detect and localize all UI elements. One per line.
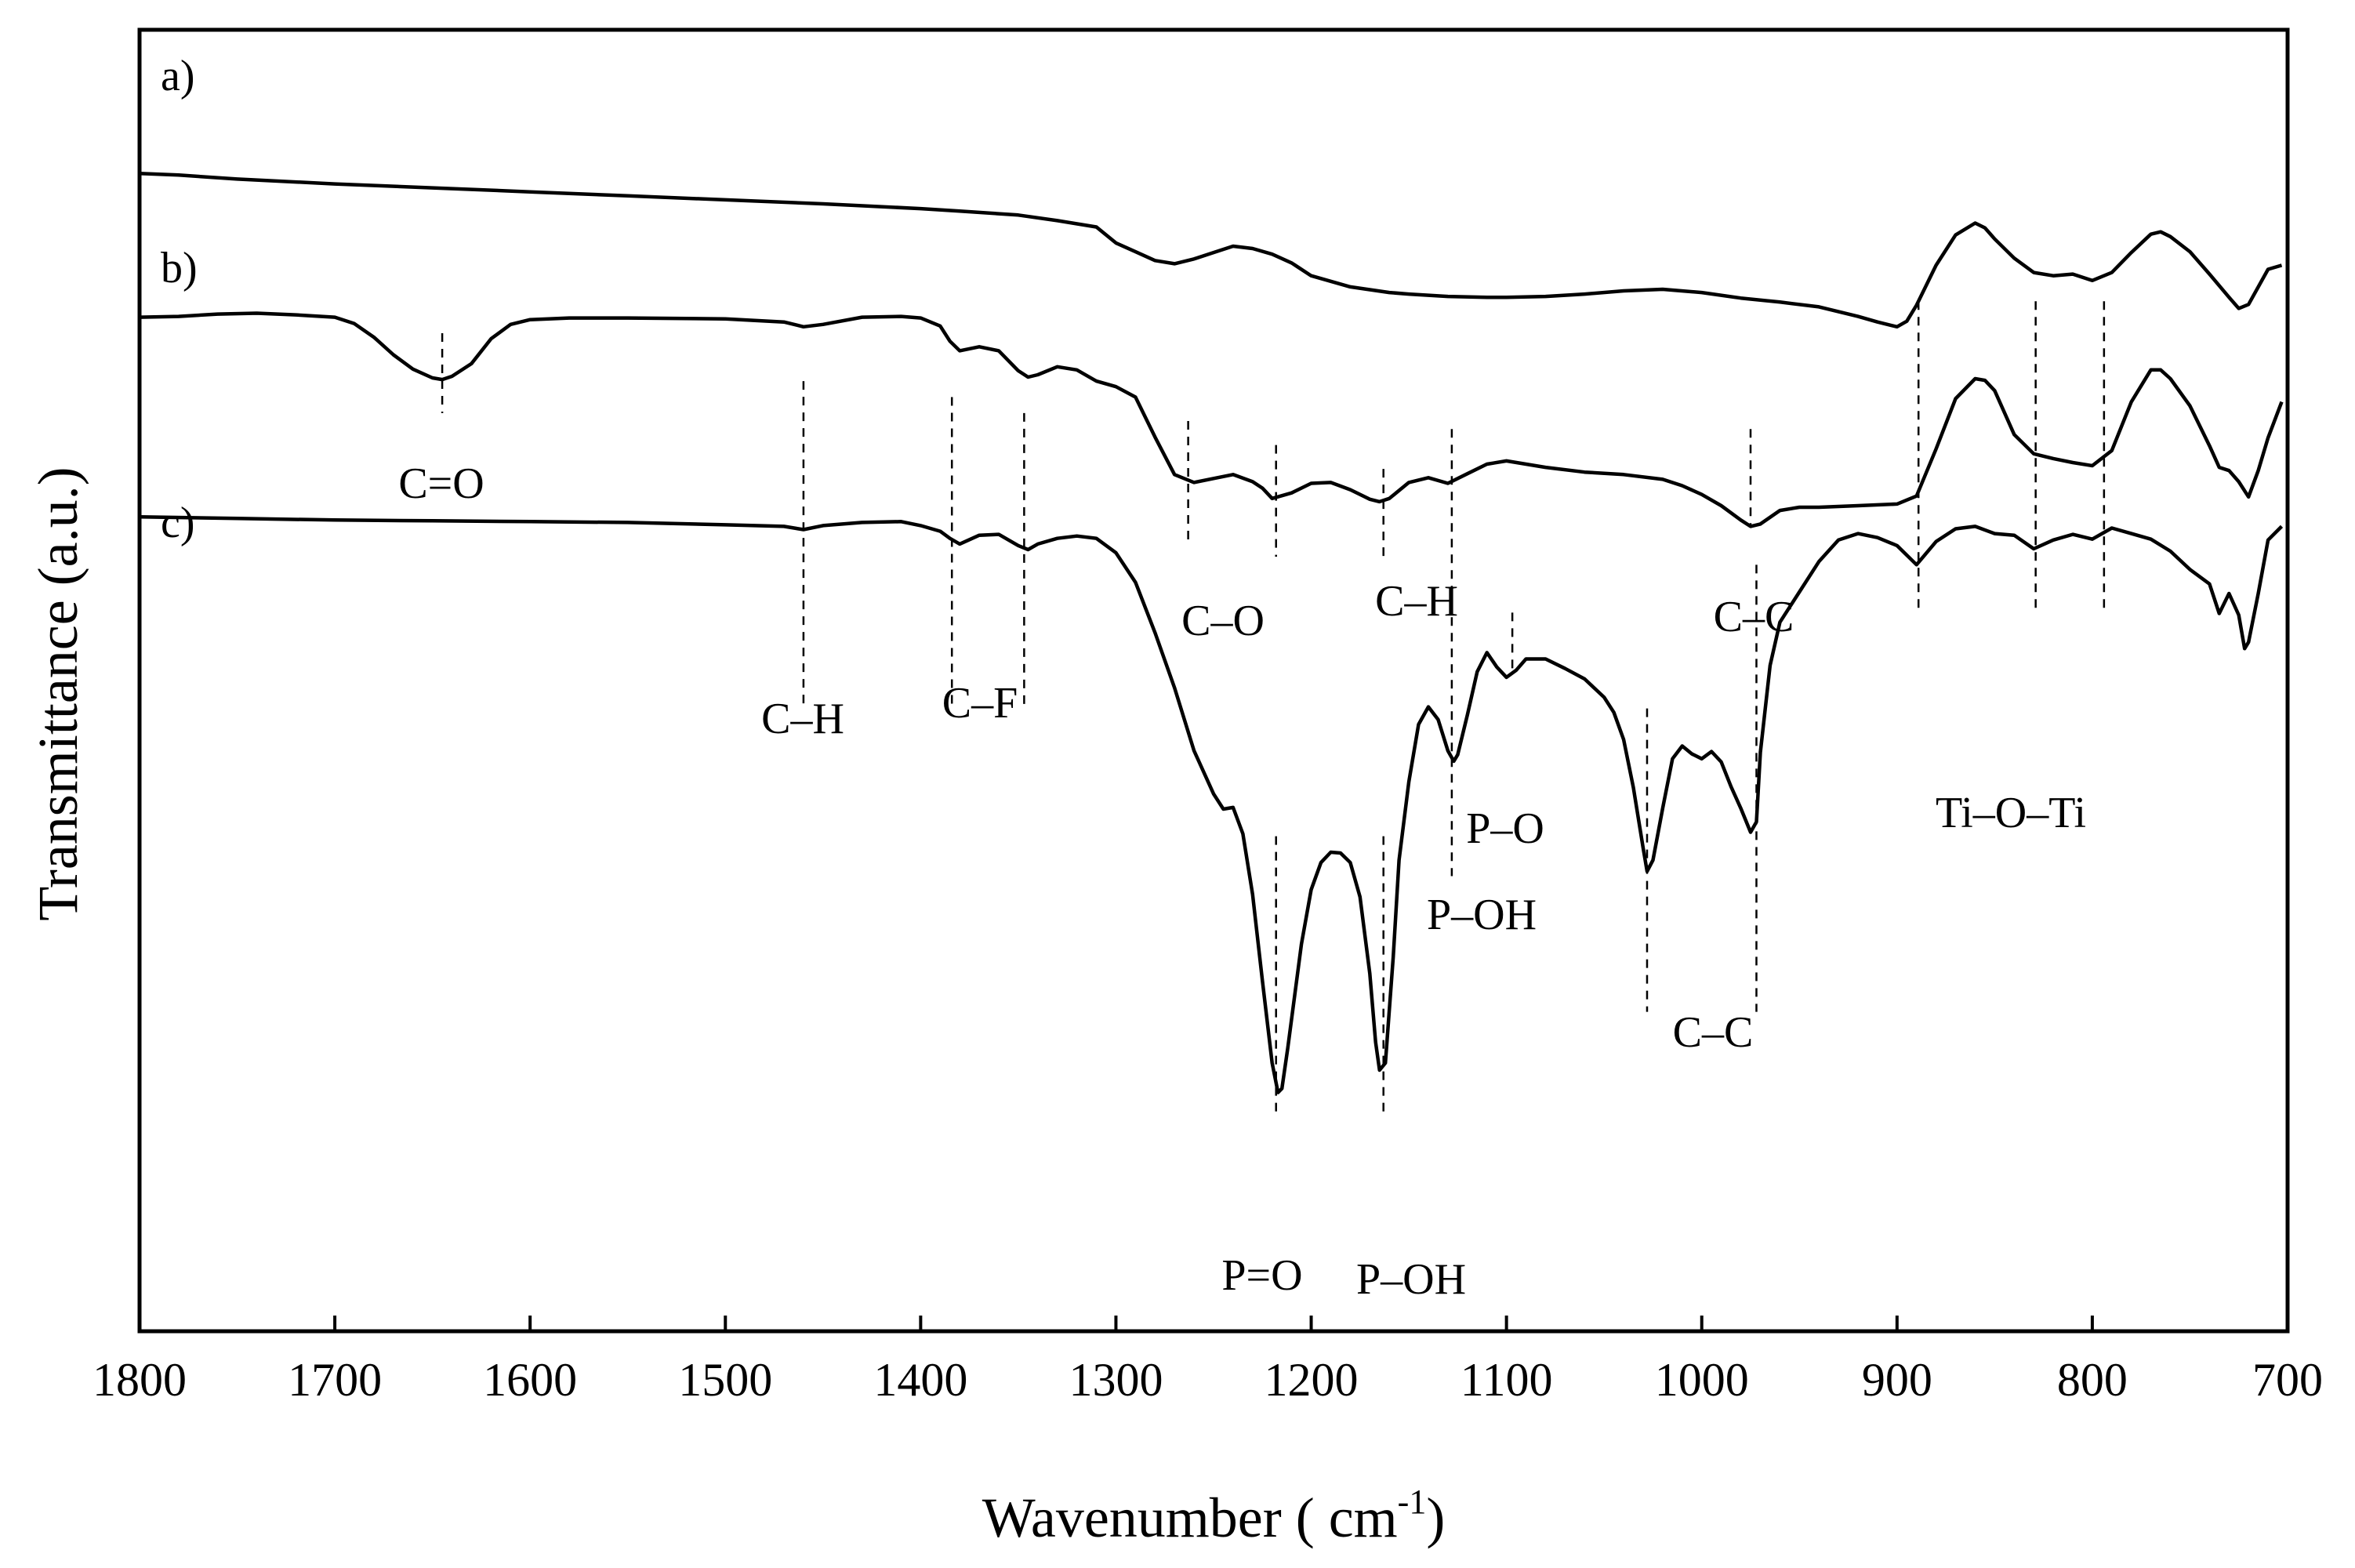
annotation-p-oh-bottom: P–OH	[1356, 1255, 1466, 1304]
x-tick-label-1400: 1400	[873, 1354, 967, 1406]
annotation-c-c-upper: C–C	[1714, 593, 1794, 641]
annotation-p-o: P–O	[1466, 804, 1544, 853]
x-tick-label-1100: 1100	[1461, 1354, 1553, 1406]
series-line-a	[139, 172, 2283, 329]
annotation-c-h-upper: C–H	[1375, 577, 1458, 626]
x-axis-title-main: Wavenumber ( cm	[982, 1486, 1398, 1549]
series-label-a: a)	[161, 52, 195, 100]
series-line-b	[139, 311, 2284, 528]
annotation-p-oh-middle: P–OH	[1427, 891, 1537, 939]
annotation-c-o-double: C=O	[398, 459, 484, 508]
x-axis-title-superscript: -1	[1398, 1483, 1427, 1521]
x-tick-label-900: 900	[1862, 1354, 1932, 1406]
x-tick-label-1000: 1000	[1655, 1354, 1749, 1406]
annotation-c-f: C–F	[942, 679, 1018, 728]
x-tick-label-1600: 1600	[483, 1354, 577, 1406]
x-tick-label-1300: 1300	[1069, 1354, 1163, 1406]
reference-lines	[441, 301, 2106, 1116]
series-label-b: b)	[161, 244, 198, 292]
x-axis-title-close: )	[1426, 1486, 1445, 1549]
x-tick-label-1700: 1700	[288, 1354, 382, 1406]
annotations: C=O C–H C–F C–O C–H C–C P–O P–OH C–C Ti–…	[398, 459, 2086, 1304]
series-line-c	[139, 514, 2284, 1094]
x-tick-label-700: 700	[2252, 1354, 2323, 1406]
spectra	[139, 172, 2284, 1094]
annotation-c-h-lower: C–H	[761, 695, 844, 743]
annotation-c-o-single: C–O	[1181, 597, 1265, 645]
x-tick-label-1500: 1500	[678, 1354, 772, 1406]
x-axis-ticks: 1800 1700 1600 1500 1400 1300 1200 1100 1000 900 8…	[93, 1316, 2323, 1406]
series-label-c: c)	[161, 499, 195, 547]
x-tick-label-800: 800	[2057, 1354, 2128, 1406]
annotation-c-c-lower: C–C	[1673, 1008, 1754, 1057]
x-tick-label-1200: 1200	[1265, 1354, 1359, 1406]
annotation-p-double-o: P=O	[1221, 1251, 1302, 1300]
x-tick-label-1800: 1800	[93, 1354, 187, 1406]
plot-frame	[137, 27, 2290, 1334]
y-axis-title: Transmittance (a.u.)	[27, 466, 89, 920]
x-axis-title: Wavenumber ( cm-1)	[982, 1483, 1446, 1549]
annotation-ti-o-ti: Ti–O–Ti	[1936, 789, 2086, 837]
